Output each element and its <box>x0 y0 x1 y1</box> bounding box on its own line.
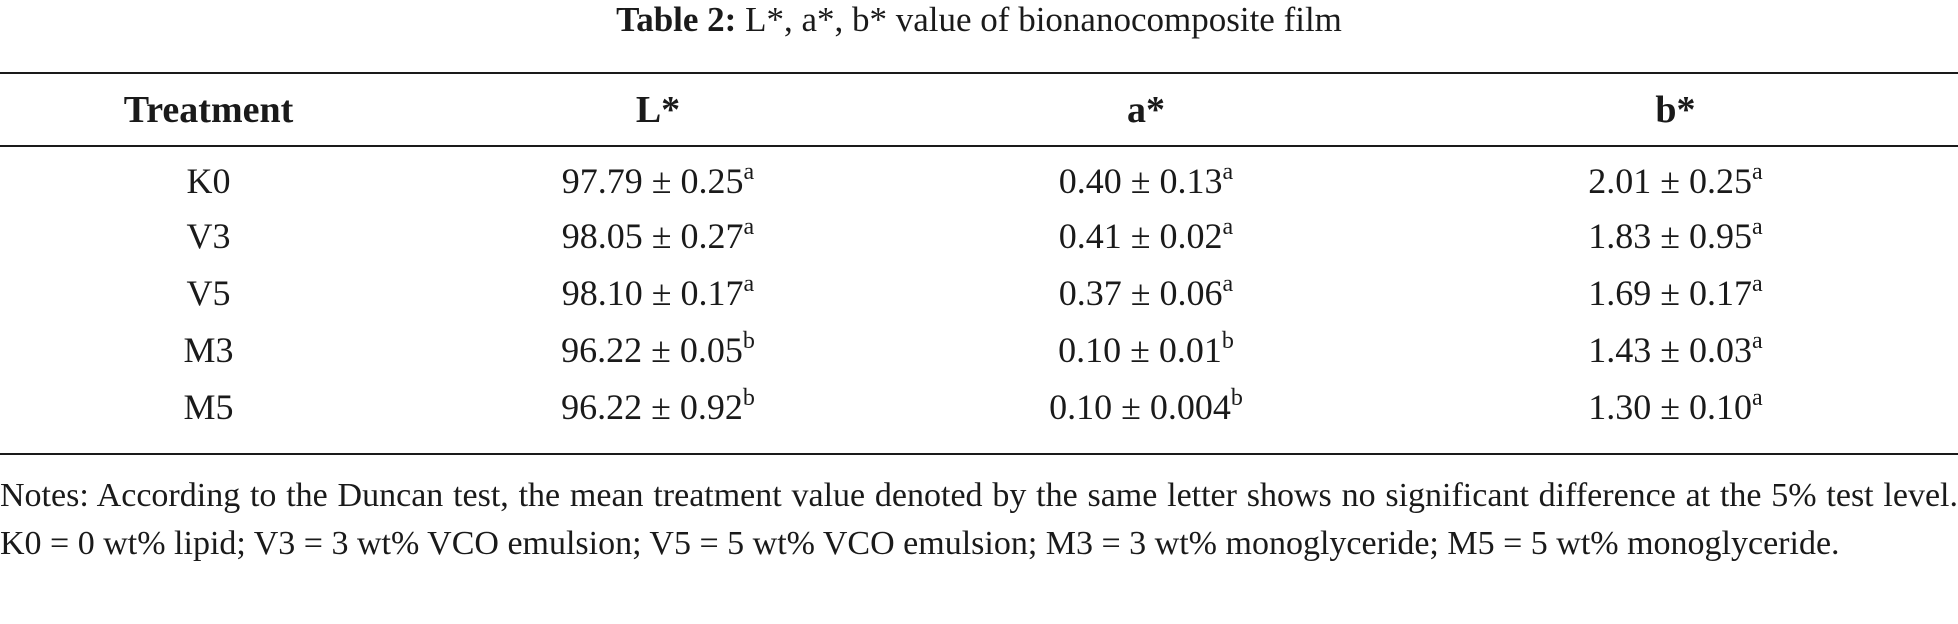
table-row: M3 96.22 ± 0.05b 0.10 ± 0.01b 1.43 ± 0.0… <box>0 321 1958 378</box>
table-row: V3 98.05 ± 0.27a 0.41 ± 0.02a 1.83 ± 0.9… <box>0 207 1958 264</box>
cell-l-star: 98.05 ± 0.27a <box>561 213 755 256</box>
table-header-row: Treatment L* a* b* <box>0 74 1958 145</box>
data-table: Treatment L* a* b* K0 97.79 ± 0.25a 0.40… <box>0 74 1958 435</box>
cell-a-star: 0.41 ± 0.02a <box>1058 213 1234 256</box>
cell-a-star: 0.37 ± 0.06a <box>1058 270 1234 313</box>
table-top-rule <box>0 72 1958 74</box>
cell-treatment: V5 <box>186 272 231 313</box>
table-header-rule <box>0 145 1958 147</box>
cell-l-star: 96.22 ± 0.05b <box>561 327 755 370</box>
cell-treatment: M5 <box>183 386 234 427</box>
cell-a-star: 0.10 ± 0.004b <box>1049 384 1243 427</box>
table-bottom-rule <box>0 453 1958 455</box>
table-notes: Notes: According to the Duncan test, the… <box>0 477 1958 562</box>
cell-b-star: 1.30 ± 0.10a <box>1588 384 1763 427</box>
table-caption-label: Table 2: <box>616 0 737 39</box>
cell-b-star: 1.43 ± 0.03a <box>1588 327 1763 370</box>
header-b-star: b* <box>1655 88 1696 131</box>
header-l-star: L* <box>635 88 681 131</box>
cell-treatment: V3 <box>186 215 231 256</box>
table-row: V5 98.10 ± 0.17a 0.37 ± 0.06a 1.69 ± 0.1… <box>0 264 1958 321</box>
cell-b-star: 1.83 ± 0.95a <box>1588 213 1763 256</box>
table-row: K0 97.79 ± 0.25a 0.40 ± 0.13a 2.01 ± 0.2… <box>0 145 1958 207</box>
cell-b-star: 1.69 ± 0.17a <box>1588 270 1763 313</box>
cell-l-star: 97.79 ± 0.25a <box>561 159 755 201</box>
cell-treatment: K0 <box>186 161 231 201</box>
cell-a-star: 0.40 ± 0.13a <box>1058 159 1234 201</box>
cell-l-star: 96.22 ± 0.92b <box>561 384 755 427</box>
cell-treatment: M3 <box>183 329 234 370</box>
table-caption: Table 2: L*, a*, b* value of bionanocomp… <box>0 0 1958 40</box>
cell-a-star: 0.10 ± 0.01b <box>1058 327 1234 370</box>
cell-l-star: 98.10 ± 0.17a <box>561 270 755 313</box>
table-row: M5 96.22 ± 0.92b 0.10 ± 0.004b 1.30 ± 0.… <box>0 378 1958 435</box>
table-caption-text: L*, a*, b* value of bionanocomposite fil… <box>736 0 1342 39</box>
header-a-star: a* <box>1127 88 1165 131</box>
cell-b-star: 2.01 ± 0.25a <box>1588 159 1763 201</box>
header-treatment: Treatment <box>123 88 294 131</box>
